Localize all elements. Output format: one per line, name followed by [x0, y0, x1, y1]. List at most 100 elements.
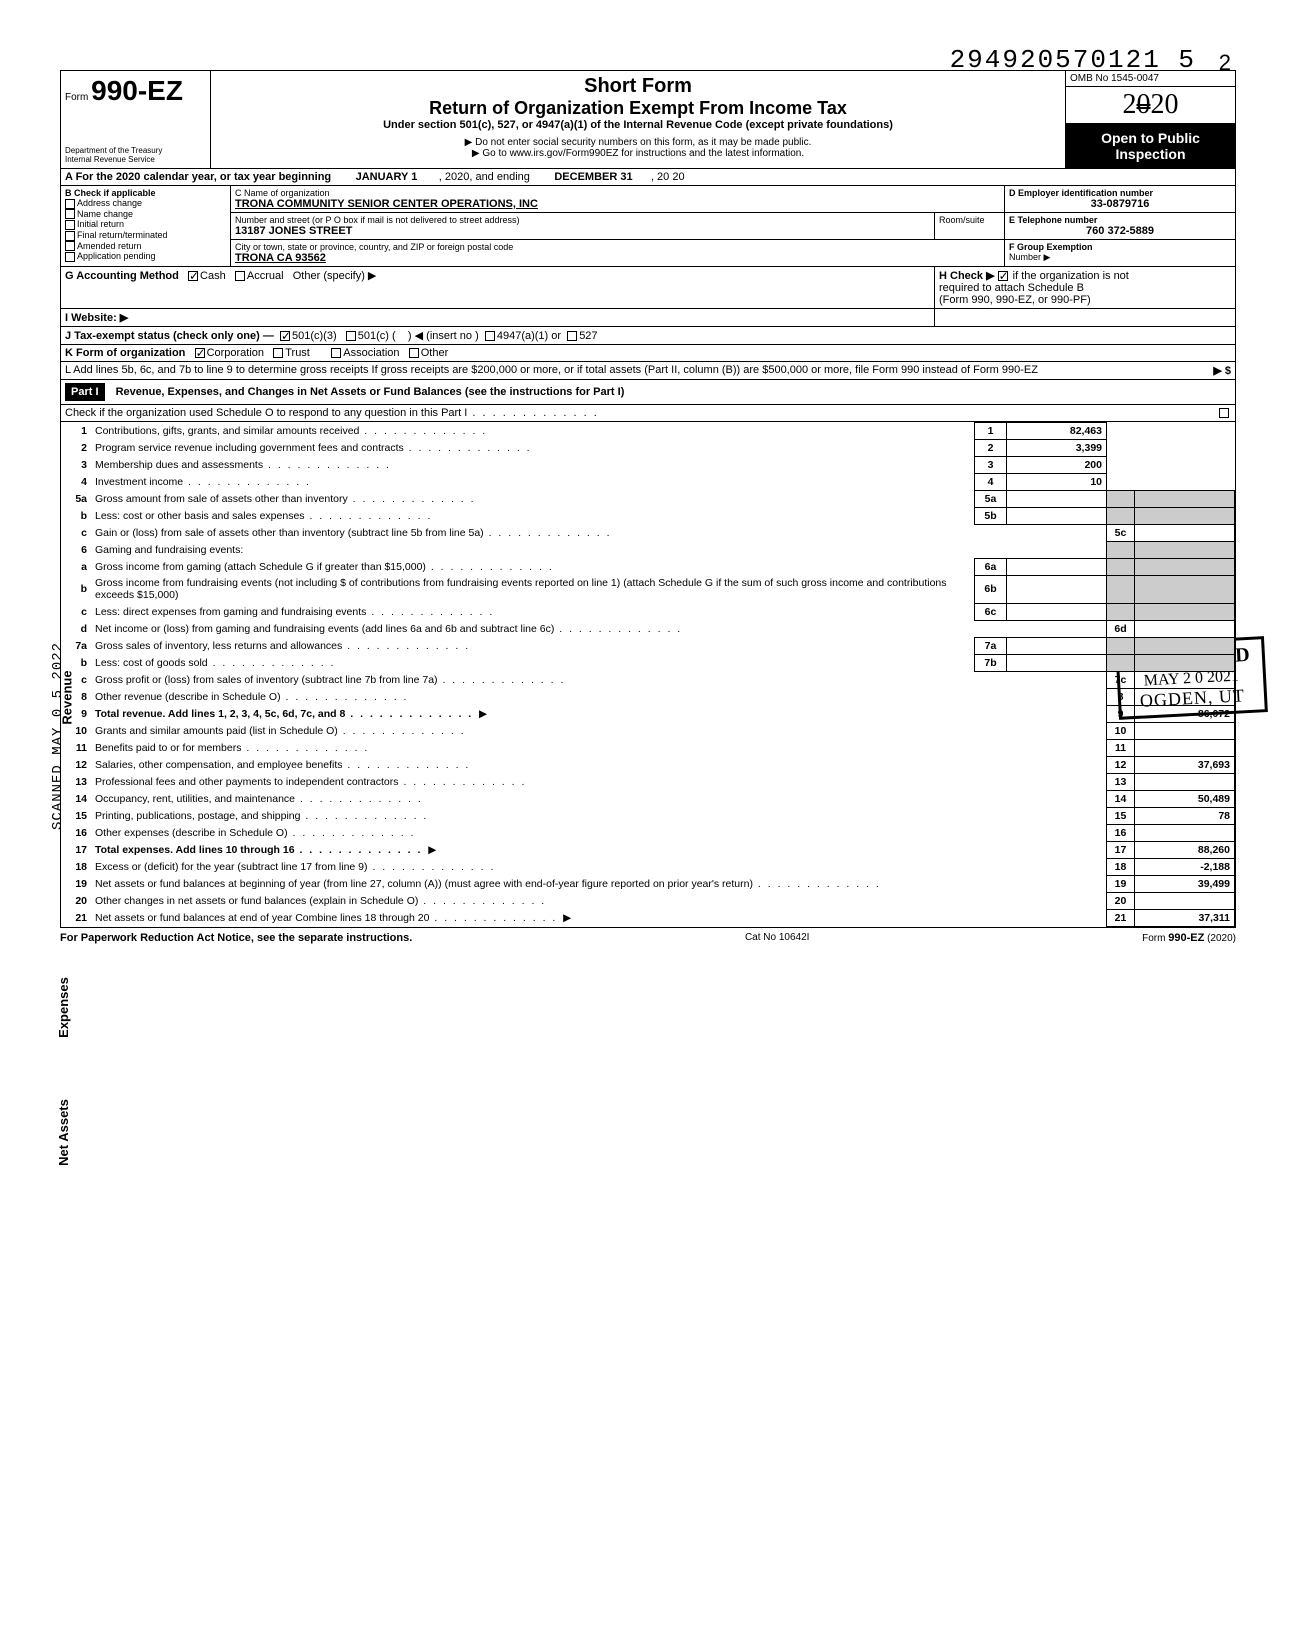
section-i-label: I Website: ▶	[65, 312, 128, 324]
checkbox-527[interactable]	[567, 331, 577, 341]
line-7a: 7aGross sales of inventory, less returns…	[61, 637, 1235, 654]
line-6b: bGross income from fundraising events (n…	[61, 575, 1235, 603]
section-a-mid: , 2020, and ending	[439, 171, 530, 183]
line-13: 13Professional fees and other payments t…	[61, 773, 1235, 790]
subtitle: Under section 501(c), 527, or 4947(a)(1)…	[219, 119, 1057, 131]
section-k-label: K Form of organization	[65, 347, 185, 359]
line-4: 4Investment income410	[61, 474, 1235, 491]
line-14: 14Occupancy, rent, utilities, and mainte…	[61, 790, 1235, 807]
section-a-label: A For the 2020 calendar year, or tax yea…	[65, 171, 331, 183]
line-5c: cGain or (loss) from sale of assets othe…	[61, 525, 1235, 542]
section-h-label: H Check ▶	[939, 270, 995, 282]
line-7b: bLess: cost of goods sold7b	[61, 654, 1235, 671]
short-form-title: Short Form	[219, 75, 1057, 98]
line-21: 21Net assets or fund balances at end of …	[61, 909, 1235, 926]
checkbox-cash[interactable]	[188, 271, 198, 281]
org-name: TRONA COMMUNITY SENIOR CENTER OPERATIONS…	[235, 198, 1000, 210]
line-19: 19Net assets or fund balances at beginni…	[61, 875, 1235, 892]
part-i-table: 1Contributions, gifts, grants, and simil…	[60, 422, 1236, 928]
section-b: B Check if applicable Address change Nam…	[61, 186, 231, 266]
line-8: 8Other revenue (describe in Schedule O)8	[61, 688, 1235, 705]
identity-block: B Check if applicable Address change Nam…	[60, 186, 1236, 267]
line-16: 16Other expenses (describe in Schedule O…	[61, 824, 1235, 841]
org-form-row: K Form of organization Corporation Trust…	[60, 345, 1236, 362]
section-l-row: L Add lines 5b, 6c, and 7b to line 9 to …	[60, 362, 1236, 380]
line-11: 11Benefits paid to or for members11	[61, 739, 1235, 756]
street-address: 13187 JONES STREET	[235, 225, 930, 237]
checkbox-corporation[interactable]	[195, 348, 205, 358]
instruction-2: ▶ Go to www.irs.gov/Form990EZ for instru…	[219, 148, 1057, 159]
section-f-sub: Number ▶	[1009, 252, 1231, 263]
form-header: Form 990-EZ Department of the Treasury I…	[60, 70, 1236, 169]
checkbox-address-change[interactable]	[65, 199, 75, 209]
footer-left: For Paperwork Reduction Act Notice, see …	[60, 932, 412, 944]
open-to-public: Open to Public Inspection	[1066, 124, 1235, 168]
line-7c: cGross profit or (loss) from sales of in…	[61, 671, 1235, 688]
section-a-row: A For the 2020 calendar year, or tax yea…	[60, 169, 1236, 186]
phone-value: 760 372-5889	[1009, 225, 1231, 237]
line-6d: dNet income or (loss) from gaming and fu…	[61, 620, 1235, 637]
checkbox-other-org[interactable]	[409, 348, 419, 358]
section-f-label: F Group Exemption	[1009, 242, 1231, 252]
tax-year-begin: JANUARY 1	[356, 171, 418, 183]
section-g-label: G Accounting Method	[65, 270, 179, 282]
part-i-title: Revenue, Expenses, and Changes in Net As…	[116, 386, 625, 398]
vertical-netassets-label: Net Assets	[56, 1099, 71, 1166]
line-6c: cLess: direct expenses from gaming and f…	[61, 603, 1235, 620]
line-6: 6Gaming and fundraising events:	[61, 542, 1235, 559]
dept-line-2: Internal Revenue Service	[65, 155, 206, 164]
line-1: 1Contributions, gifts, grants, and simil…	[61, 423, 1235, 440]
line-9: 9Total revenue. Add lines 1, 2, 3, 4, 5c…	[61, 705, 1235, 722]
accounting-row: G Accounting Method Cash Accrual Other (…	[60, 267, 1236, 309]
checkbox-schedule-o[interactable]	[1219, 408, 1229, 418]
tax-exempt-row: J Tax-exempt status (check only one) — 5…	[60, 327, 1236, 345]
checkbox-initial-return[interactable]	[65, 220, 75, 230]
part-i-label: Part I	[65, 383, 105, 401]
ein-value: 33-0879716	[1009, 198, 1231, 210]
checkbox-schedule-b[interactable]	[998, 271, 1008, 281]
line-6a: aGross income from gaming (attach Schedu…	[61, 558, 1235, 575]
page-number: 2	[1219, 50, 1231, 76]
checkbox-application-pending[interactable]	[65, 252, 75, 262]
line-3: 3Membership dues and assessments3200	[61, 457, 1235, 474]
checkbox-501c3[interactable]	[280, 331, 290, 341]
checkbox-final-return[interactable]	[65, 231, 75, 241]
footer-right: Form 990-EZ (2020)	[1142, 932, 1236, 944]
city-state-zip: TRONA CA 93562	[235, 252, 1000, 264]
line-5b: bLess: cost or other basis and sales exp…	[61, 508, 1235, 525]
line-17: 17Total expenses. Add lines 10 through 1…	[61, 841, 1235, 858]
part-i-check-text: Check if the organization used Schedule …	[65, 407, 599, 419]
room-suite-label: Room/suite	[934, 213, 1004, 239]
section-j-label: J Tax-exempt status (check only one) —	[65, 330, 274, 342]
section-c-label: C Name of organization	[235, 188, 1000, 198]
return-title: Return of Organization Exempt From Incom…	[219, 98, 1057, 119]
line-2: 2Program service revenue including gover…	[61, 440, 1235, 457]
instruction-1: ▶ Do not enter social security numbers o…	[219, 137, 1057, 148]
checkbox-amended-return[interactable]	[65, 241, 75, 251]
footer: For Paperwork Reduction Act Notice, see …	[60, 928, 1236, 948]
line-10: 10Grants and similar amounts paid (list …	[61, 722, 1235, 739]
checkbox-accrual[interactable]	[235, 271, 245, 281]
form-number: Form 990-EZ	[65, 75, 206, 107]
section-l-text: L Add lines 5b, 6c, and 7b to line 9 to …	[65, 364, 1038, 376]
section-d-label: D Employer identification number	[1009, 188, 1231, 198]
website-row: I Website: ▶	[60, 309, 1236, 327]
checkbox-name-change[interactable]	[65, 209, 75, 219]
tax-year-end-year: , 20 20	[651, 171, 685, 183]
checkbox-association[interactable]	[331, 348, 341, 358]
tax-year-end: DECEMBER 31	[554, 171, 632, 183]
checkbox-501c[interactable]	[346, 331, 356, 341]
street-label: Number and street (or P O box if mail is…	[235, 215, 930, 225]
line-5a: 5aGross amount from sale of assets other…	[61, 491, 1235, 508]
checkbox-trust[interactable]	[273, 348, 283, 358]
part-i-check-row: Check if the organization used Schedule …	[60, 405, 1236, 422]
checkbox-4947[interactable]	[485, 331, 495, 341]
dln-number: 294920570121 5	[950, 45, 1196, 75]
dept-line-1: Department of the Treasury	[65, 146, 206, 155]
line-15: 15Printing, publications, postage, and s…	[61, 807, 1235, 824]
line-20: 20Other changes in net assets or fund ba…	[61, 892, 1235, 909]
part-i-header: Part I Revenue, Expenses, and Changes in…	[60, 380, 1236, 405]
line-18: 18Excess or (deficit) for the year (subt…	[61, 858, 1235, 875]
footer-cat-no: Cat No 10642I	[745, 932, 810, 944]
vertical-expenses-label: Expenses	[56, 977, 71, 1038]
